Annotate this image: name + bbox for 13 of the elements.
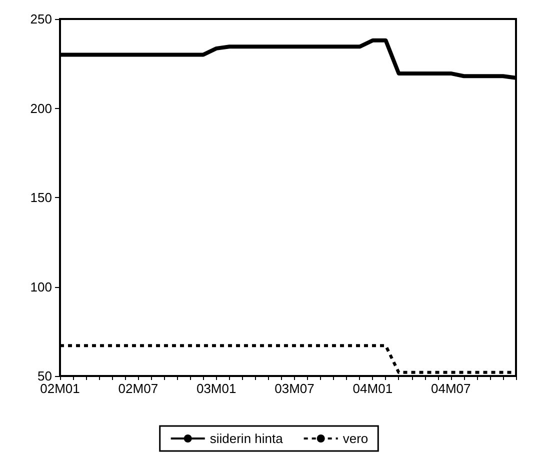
y-tick-label: 250 [30, 12, 52, 26]
x-tick-label: 04M07 [430, 381, 471, 396]
x-tick-label: 02M07 [118, 381, 158, 396]
y-tick-label: 50 [38, 368, 52, 384]
y-tick-label: 100 [30, 279, 52, 294]
y-tick-label: 200 [30, 100, 52, 116]
legend-label: siiderin hinta [210, 431, 284, 446]
x-tick-label: 03M07 [274, 381, 314, 396]
y-tick-label: 150 [30, 190, 52, 205]
legend-label: vero [342, 431, 368, 446]
x-tick-label: 02M01 [40, 381, 80, 396]
x-tick-label: 04M01 [352, 381, 393, 396]
x-tick-label: 03M01 [196, 381, 236, 396]
